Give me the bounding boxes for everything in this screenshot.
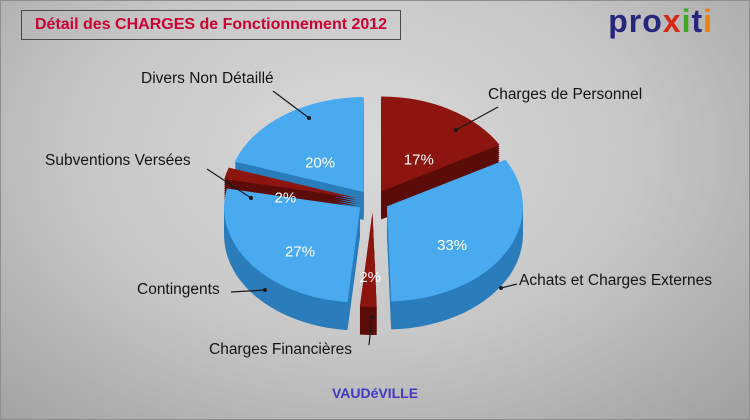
slice-label-subventions-versees: Subventions Versées xyxy=(45,152,191,169)
leader-dot-5 xyxy=(307,116,311,120)
slice-label-charges-de-personnel: Charges de Personnel xyxy=(488,86,643,103)
logo-letter: i xyxy=(681,3,692,39)
title-box: Détail des CHARGES de Fonctionnement 201… xyxy=(21,10,402,40)
leader-dot-4 xyxy=(249,196,253,200)
leader-line-5 xyxy=(272,90,310,119)
leader-line-1 xyxy=(500,283,518,289)
logo-letter: i xyxy=(703,3,713,39)
footer-text: VAUDéVILLE xyxy=(331,385,419,401)
pie-pct-label: 27% xyxy=(285,244,315,261)
proxiti-logo: proxiti xyxy=(608,3,713,40)
slice-label-divers-non-detaille: Divers Non Détaillé xyxy=(141,70,274,87)
leader-line-2 xyxy=(368,316,373,346)
pie-pct-label: 33% xyxy=(437,237,467,254)
pie-pct-label: 20% xyxy=(305,155,335,172)
pie-slice-1 xyxy=(386,159,523,302)
logo-letter: x xyxy=(662,3,682,39)
leader-dot-1 xyxy=(499,286,503,290)
leader-line-3 xyxy=(230,289,266,293)
logo-letter: o xyxy=(642,3,663,39)
logo-letter: p xyxy=(608,3,629,39)
slice-label-charges-financieres: Charges Financières xyxy=(209,341,353,358)
pie-slice-4 xyxy=(224,167,358,199)
chart-title: Détail des CHARGES de Fonctionnement 201… xyxy=(35,16,388,33)
slice-label-contingents: Contingents xyxy=(137,281,220,298)
pie-slice-3 xyxy=(224,188,361,303)
logo-letter: r xyxy=(628,3,643,39)
slice-label-achats-charges-externes: Achats et Charges Externes xyxy=(519,272,712,289)
pie-pct-label: 17% xyxy=(404,151,434,168)
pie-slice-5 xyxy=(234,97,364,193)
leader-dot-2 xyxy=(370,315,374,319)
leader-dot-0 xyxy=(454,128,458,132)
pie-slice-0 xyxy=(381,96,500,192)
pie-pct-label: 2% xyxy=(359,269,381,286)
leader-line-0 xyxy=(455,106,499,131)
leader-dot-3 xyxy=(263,288,267,292)
logo-letter: t xyxy=(691,3,704,39)
pie-slice-2 xyxy=(359,211,377,307)
pie-pct-label: 2% xyxy=(275,189,297,206)
leader-line-4 xyxy=(206,168,252,199)
